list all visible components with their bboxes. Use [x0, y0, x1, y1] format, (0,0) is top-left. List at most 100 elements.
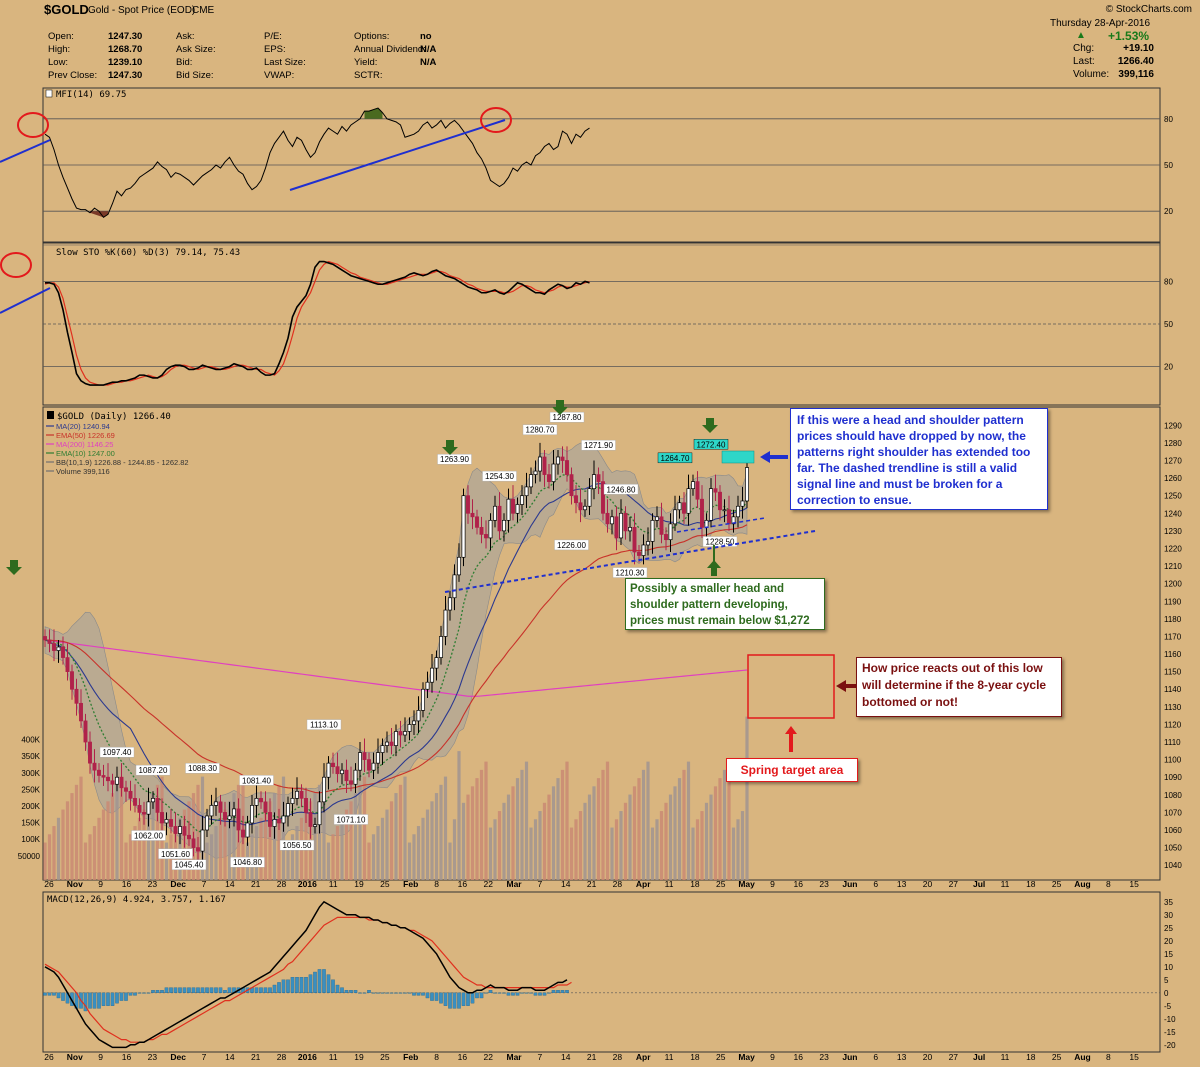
quote-date: Thursday 28-Apr-2016 — [1050, 18, 1151, 29]
candle-body — [205, 815, 209, 831]
date-axis-label: 2016 — [298, 879, 317, 889]
macd-histogram-bar — [322, 969, 326, 993]
macd-signal-line — [44, 916, 572, 1043]
macd-histogram-bar — [223, 990, 227, 993]
date-axis-label-bottom: 21 — [587, 1052, 597, 1062]
volume-bar — [119, 776, 124, 880]
date-axis-label: 11 — [329, 879, 338, 889]
candle-body — [245, 822, 250, 838]
macd-histogram-bar — [200, 987, 205, 993]
candle-body — [524, 486, 529, 497]
price-label: 1097.40 — [103, 748, 132, 757]
volume-bar — [704, 802, 709, 880]
volume-bar — [110, 793, 115, 880]
candle-body — [565, 460, 569, 475]
date-axis-label: 16 — [458, 879, 468, 889]
candle-body — [659, 516, 664, 535]
macd-histogram-bar — [488, 990, 493, 993]
candle-body — [493, 505, 497, 521]
candle-body — [736, 505, 740, 518]
volume-bar — [592, 786, 596, 880]
date-axis-label: 21 — [251, 879, 261, 889]
candle-body — [191, 838, 196, 848]
down-arrow-icon — [442, 440, 458, 455]
macd-histogram-bar — [511, 992, 515, 996]
candle-body — [470, 512, 475, 518]
candle-body — [281, 815, 286, 824]
down-arrow-icon — [702, 418, 718, 433]
volume-bar — [668, 794, 673, 880]
candle-body — [592, 474, 596, 490]
date-axis-label: 25 — [380, 879, 390, 889]
price-tick-label: 1240 — [1164, 509, 1182, 518]
date-axis-label: 28 — [277, 879, 287, 889]
macd-histogram-bar — [191, 987, 196, 993]
volume-bar — [655, 819, 659, 880]
volume-bar — [583, 802, 587, 880]
volume-bar — [389, 801, 394, 880]
price-label-box — [554, 539, 589, 551]
date-axis-label: 20 — [923, 879, 933, 889]
volume-bar — [686, 761, 691, 880]
sto-k-line — [45, 260, 590, 386]
date-axis-label-bottom: 28 — [613, 1052, 623, 1062]
price-label-box — [702, 536, 738, 547]
candle-body — [371, 762, 376, 771]
price-label: 1210.30 — [616, 569, 645, 578]
volume-bar — [367, 842, 371, 880]
date-axis-label-bottom: 28 — [277, 1052, 287, 1062]
macd-histogram-bar — [502, 992, 506, 994]
candle-body — [110, 780, 115, 785]
date-axis-label-bottom: 9 — [770, 1052, 775, 1062]
date-axis-label-bottom: 18 — [1026, 1052, 1036, 1062]
date-axis-label-bottom: Dec — [170, 1052, 186, 1062]
volume-bar — [218, 817, 223, 880]
left-arrow-icon — [836, 680, 856, 692]
price-label: 1263.90 — [440, 455, 469, 464]
price-tick-label: 1060 — [1164, 826, 1182, 835]
volume-bar — [52, 826, 56, 880]
date-axis-label: 26 — [44, 879, 54, 889]
price-tick-label: 1050 — [1164, 844, 1182, 853]
candle-body — [331, 762, 335, 768]
volume-bar — [484, 761, 488, 880]
candle-body — [74, 688, 79, 704]
date-axis-label-bottom: 25 — [716, 1052, 726, 1062]
macd-histogram-bar — [448, 992, 452, 1009]
candle-body — [335, 766, 340, 775]
candle-body — [299, 790, 304, 799]
macd-histogram-bar — [263, 987, 268, 993]
candle-body — [412, 720, 416, 725]
candle-body — [466, 495, 470, 514]
candle-body — [740, 500, 745, 507]
macd-histogram-bar — [542, 992, 547, 996]
candle-body — [326, 762, 331, 778]
volume-bar — [578, 811, 583, 880]
macd-histogram-bar — [385, 992, 389, 994]
macd-histogram-bar — [425, 992, 430, 999]
volume-bar — [430, 801, 434, 880]
candle-body — [236, 808, 241, 831]
candle-body — [187, 834, 191, 840]
macd-histogram-bar — [376, 992, 380, 994]
mfi-circle-marker — [480, 107, 512, 133]
volume-bar — [457, 751, 461, 880]
price-label-box — [279, 839, 315, 851]
price-label: 1071.10 — [337, 815, 366, 824]
candle-body — [529, 474, 533, 488]
macd-histogram-bar — [367, 990, 371, 993]
candle-body — [295, 790, 299, 799]
candle-body — [259, 797, 263, 803]
volume-bar — [722, 769, 727, 880]
candle-body — [142, 812, 146, 815]
date-axis-label: 9 — [98, 879, 103, 889]
price-tick-label: 1260 — [1164, 474, 1182, 483]
macd-histogram-bar — [43, 992, 47, 996]
date-axis-label: Apr — [636, 879, 651, 889]
candle-body — [308, 812, 313, 827]
candle-body — [362, 752, 367, 760]
quote-label: Yield: — [354, 57, 378, 68]
volume-bar — [542, 802, 547, 880]
quote-label: Ask: — [176, 31, 195, 42]
candle-body — [704, 519, 709, 528]
